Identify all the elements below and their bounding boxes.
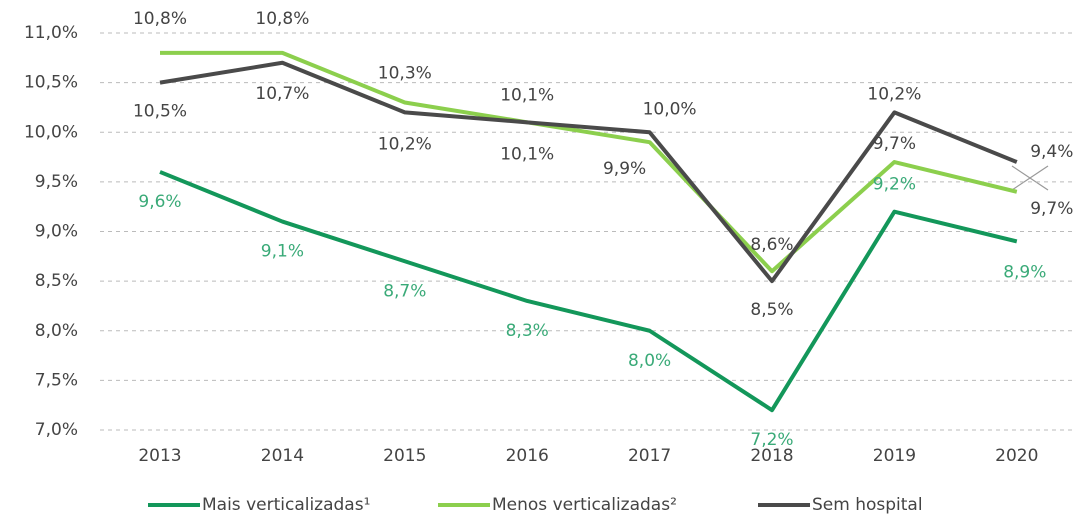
data-label: 8,5% [750,300,793,320]
x-tick-label: 2019 [873,446,916,466]
y-tick-label: 10,5% [24,73,78,93]
data-label: 8,7% [383,281,426,301]
data-label: 10,2% [378,134,432,154]
data-label: 9,7% [1030,199,1073,219]
data-label: 9,2% [873,175,916,195]
data-label: 10,8% [133,9,187,29]
x-tick-label: 2016 [506,446,549,466]
data-label: 8,6% [750,235,793,255]
x-tick-label: 2014 [261,446,304,466]
data-label: 10,7% [255,84,309,104]
data-label: 8,9% [1003,262,1046,282]
data-label: 10,1% [500,144,554,164]
data-label: 10,8% [255,9,309,29]
data-label: 8,3% [506,321,549,341]
y-tick-label: 9,0% [35,222,78,242]
data-label: 10,3% [378,63,432,83]
data-label: 9,6% [138,192,181,212]
legend-label: Sem hospital [812,495,923,515]
data-label: 8,0% [628,351,671,371]
data-label: 10,5% [133,102,187,122]
x-tick-label: 2013 [138,446,181,466]
legend-label: Mais verticalizadas¹ [202,495,370,515]
data-label: 9,9% [603,159,646,179]
data-label: 9,4% [1030,142,1073,162]
x-tick-label: 2018 [750,446,793,466]
x-tick-label: 2020 [995,446,1038,466]
y-tick-label: 10,0% [24,122,78,142]
x-tick-label: 2017 [628,446,671,466]
data-label: 9,7% [873,134,916,154]
legend-label: Menos verticalizadas² [492,495,677,515]
y-tick-label: 7,5% [35,370,78,390]
data-label: 7,2% [750,430,793,450]
x-tick-label: 2015 [383,446,426,466]
y-tick-label: 11,0% [24,23,78,43]
series-line [160,50,1018,274]
data-label: 10,0% [643,99,697,119]
y-tick-label: 8,0% [35,321,78,341]
series-line [159,170,1018,413]
data-label: 10,1% [500,85,554,105]
series-line [159,60,1018,284]
data-label: 9,1% [261,242,304,262]
y-tick-label: 9,5% [35,172,78,192]
y-tick-label: 8,5% [35,271,78,291]
data-label: 10,2% [867,84,921,104]
y-tick-label: 7,0% [35,420,78,440]
label-connector [1011,165,1049,191]
